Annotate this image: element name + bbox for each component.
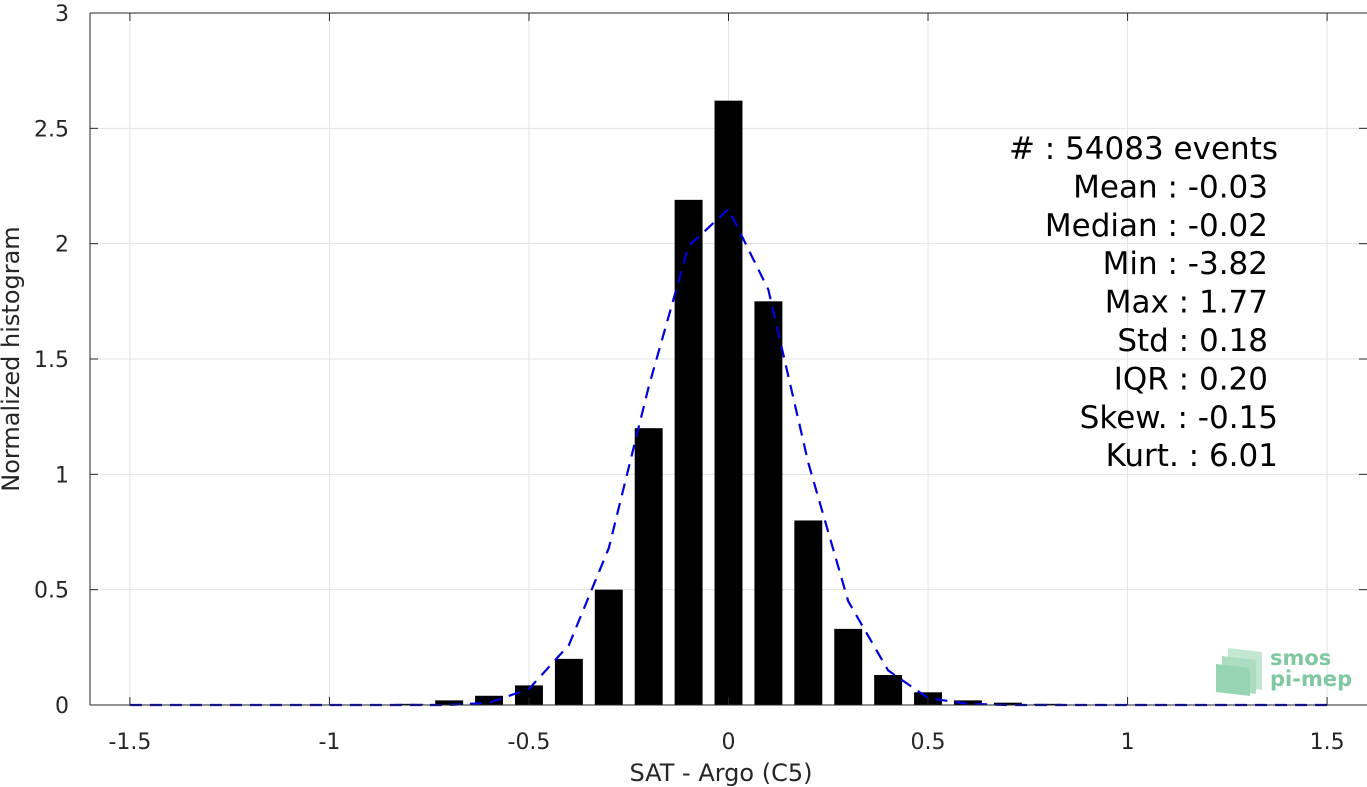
- histogram-bar: [754, 301, 783, 705]
- logo-text-line1: smos: [1270, 646, 1331, 670]
- x-tick-label: 0.5: [911, 730, 946, 755]
- stat-line: IQR : 0.20: [1114, 361, 1268, 397]
- y-tick-label: 0: [55, 694, 69, 719]
- histogram-bar: [953, 700, 982, 705]
- histogram-bar: [634, 428, 663, 705]
- x-tick-label: -1.5: [108, 730, 151, 755]
- y-tick-label: 2.5: [34, 117, 69, 142]
- histogram-bars: [395, 100, 1102, 706]
- stat-line: Kurt. : 6.01: [1106, 438, 1278, 474]
- histogram-bar: [515, 685, 543, 705]
- histogram-bar: [435, 700, 464, 705]
- histogram-bar: [395, 703, 424, 705]
- histogram-bar: [554, 658, 583, 705]
- y-tick-label: 0.5: [34, 579, 69, 604]
- y-tick-label: 3: [55, 2, 69, 27]
- stat-line: Mean : -0.03: [1073, 169, 1268, 205]
- stat-line: Min : -3.82: [1103, 246, 1268, 282]
- x-tick-label: 0: [722, 730, 736, 755]
- stat-line: Std : 0.18: [1117, 323, 1268, 359]
- stat-line: Max : 1.77: [1105, 285, 1268, 321]
- axes-frame: [89, 12, 1367, 706]
- y-axis-label: Normalized histogram: [0, 226, 25, 491]
- smos-pi-mep-logo: smos pi-mep: [1216, 646, 1352, 696]
- histogram-bar: [674, 199, 703, 705]
- histogram-bar: [874, 675, 903, 705]
- histogram-bar: [834, 628, 863, 705]
- x-tick-labels: -1.5 -1 -0.5 0 0.5 1 1.5: [108, 730, 1344, 755]
- histogram-bar: [993, 702, 1022, 705]
- histogram-bar: [1033, 703, 1062, 705]
- histogram-bar: [594, 589, 623, 705]
- x-tick-label: 1.5: [1310, 730, 1345, 755]
- logo-text-line2: pi-mep: [1270, 667, 1352, 691]
- x-tick-label: -1: [318, 730, 340, 755]
- y-tick-labels: 0 0.5 1 1.5 2 2.5 3: [34, 2, 69, 719]
- histogram-bar: [714, 100, 743, 706]
- y-tick-label: 1: [55, 463, 69, 488]
- x-axis-label: SAT - Argo (C5): [630, 759, 813, 787]
- stat-line: # : 54083 events: [1009, 131, 1278, 167]
- y-tick-label: 1.5: [34, 348, 69, 373]
- stat-line: Skew. : -0.15: [1080, 400, 1278, 436]
- x-tick-label: 1: [1121, 730, 1135, 755]
- logo-waves-icon: [1216, 648, 1262, 696]
- x-tick-label: -0.5: [508, 730, 551, 755]
- histogram-bar: [794, 520, 823, 705]
- stat-line: Median : -0.02: [1045, 208, 1268, 244]
- y-tick-label: 2: [55, 233, 69, 258]
- histogram-bar: [475, 695, 504, 705]
